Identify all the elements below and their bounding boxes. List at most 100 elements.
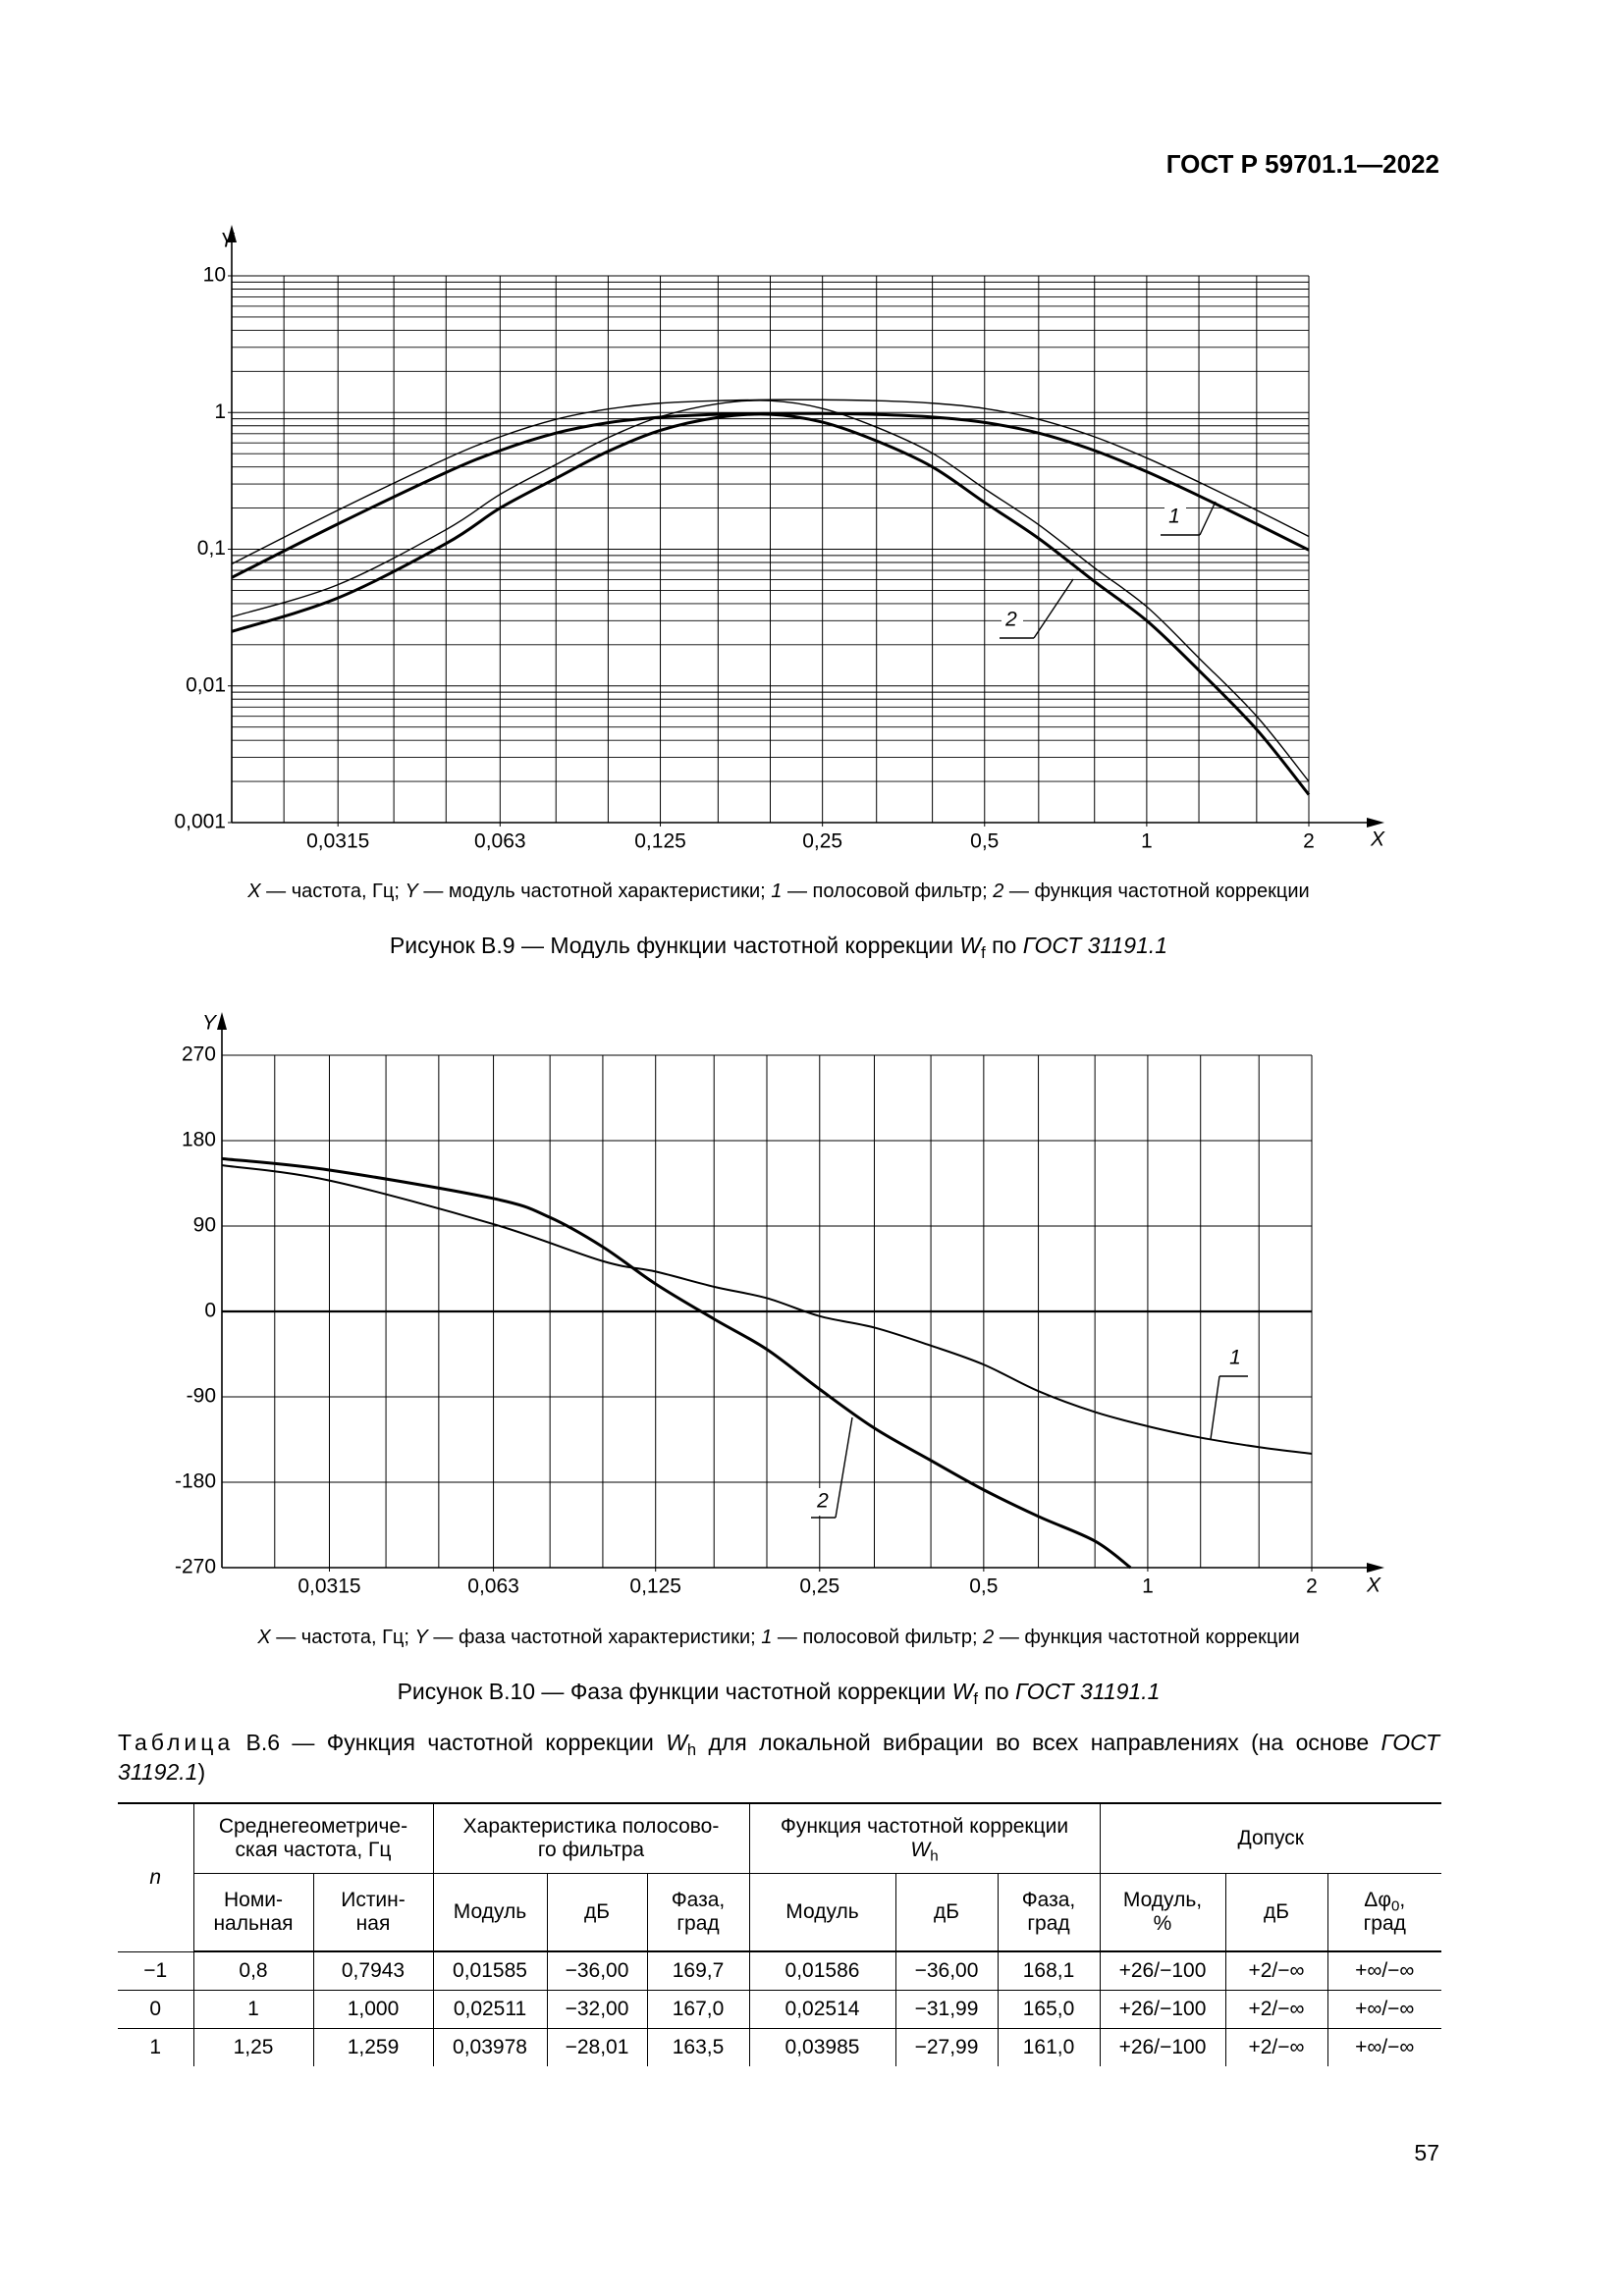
y-axis-arrow — [227, 225, 237, 242]
y-tick-label: 180 — [182, 1129, 216, 1151]
table-cell: 163,5 — [646, 2028, 750, 2066]
caption-part: W — [959, 933, 982, 958]
table-cell: 0,7943 — [312, 1950, 434, 1991]
header-cell: Фаза, град — [646, 1873, 750, 1952]
note-part: X — [247, 881, 261, 902]
header-text: h — [930, 1847, 939, 1865]
header-cell: Характеристика полосово- го фильтра — [432, 1802, 750, 1874]
table-cell: 0,8 — [192, 1950, 314, 1991]
header-text: Функция частотной коррекции — [780, 1815, 1069, 1838]
note-part: — модуль частотной характеристики; — [417, 881, 772, 902]
caption-part: по — [978, 1679, 1016, 1704]
note-part: 2 — [993, 881, 1004, 902]
series-line — [231, 400, 1310, 782]
caption-part: по — [985, 933, 1023, 958]
title-part: W — [666, 1730, 687, 1755]
table-cell: 0,01586 — [748, 1950, 896, 1991]
header-cell: n — [118, 1802, 194, 1952]
header-cell: Модуль, % — [1099, 1873, 1226, 1952]
header-text: W — [910, 1839, 931, 1861]
annotation-leader — [1199, 501, 1217, 536]
x-tick-label: 1 — [1142, 1575, 1154, 1598]
x-tick-label: 0,25 — [799, 1575, 839, 1598]
table-cell: 1 — [118, 2028, 194, 2066]
y-tick-label: -180 — [175, 1470, 216, 1493]
y-axis-label: Y — [202, 1012, 218, 1035]
table-cell: −28,01 — [546, 2028, 648, 2066]
title-part: ) — [197, 1759, 206, 1785]
header-cell: Допуск — [1099, 1802, 1441, 1874]
table-cell: +∞/−∞ — [1326, 2028, 1441, 2066]
caption-part: W — [951, 1679, 974, 1704]
page-number: 57 — [1414, 2140, 1439, 2165]
table-cell: 1,259 — [312, 2028, 434, 2066]
header-cell: дБ — [894, 1873, 999, 1952]
y-axis-label: Y — [220, 230, 236, 252]
note-part: — частота, Гц; — [260, 881, 406, 902]
x-axis-arrow — [1367, 818, 1384, 828]
x-axis-arrow — [1367, 1563, 1384, 1573]
note-part: 1 — [771, 881, 783, 902]
annotation-bg — [1225, 1345, 1247, 1372]
caption-part: ГОСТ 31191.1 — [1022, 933, 1168, 958]
header-cell: Функция частотной коррекции Wh — [748, 1802, 1101, 1874]
note-part: 2 — [983, 1627, 995, 1648]
table-cell: 0,02511 — [432, 1990, 548, 2029]
table-cell: −31,99 — [894, 1990, 999, 2029]
x-tick-label: 0,5 — [970, 830, 999, 853]
table-cell: −32,00 — [546, 1990, 648, 2029]
x-tick-label: 2 — [1303, 830, 1315, 853]
header-title: ГОСТ Р 59701.1—2022 — [1165, 149, 1439, 179]
x-tick-label: 0,0315 — [306, 830, 369, 853]
chart-note: X — частота, Гц; Y — модуль частотной ха… — [118, 881, 1439, 903]
title-part: h — [686, 1739, 697, 1759]
table-cell: 168,1 — [997, 1950, 1101, 1991]
caption-part: f — [981, 942, 986, 962]
annotation-leader — [1210, 1375, 1220, 1440]
header-text: 0 — [1390, 1897, 1400, 1915]
table-cell: 1,000 — [312, 1990, 434, 2029]
x-tick-label: 0,063 — [467, 1575, 519, 1598]
y-tick-label: 0,1 — [197, 537, 226, 560]
header-cell: Δφ0, град — [1326, 1873, 1441, 1952]
table-cell: 0,03978 — [432, 2028, 548, 2066]
header-cell: Фаза, град — [997, 1873, 1101, 1952]
header-cell: дБ — [1224, 1873, 1328, 1952]
note-part: 1 — [761, 1627, 773, 1648]
table-cell: 1,25 — [192, 2028, 314, 2066]
note-part: — полосовой фильтр; — [782, 881, 994, 902]
header-cell: Модуль — [748, 1873, 896, 1952]
table-cell: 167,0 — [646, 1990, 750, 2029]
table-cell: 0,01585 — [432, 1950, 548, 1991]
note-part: — частота, Гц; — [270, 1627, 415, 1648]
caption-part: Рисунок В.10 — Фаза функции частотной ко… — [397, 1679, 952, 1704]
y-tick-label: 0,01 — [186, 673, 226, 696]
table-cell: 169,7 — [646, 1950, 750, 1991]
caption-part: f — [973, 1688, 978, 1708]
annotation: 1 — [1229, 1347, 1241, 1369]
table-cell: 165,0 — [997, 1990, 1101, 2029]
header-text: n — [149, 1865, 162, 1889]
table-cell: +∞/−∞ — [1326, 1990, 1441, 2029]
chart: 270 180 90 0 -90 -180 -270 0,0315 0,063 0,125 0,25… — [175, 1012, 1384, 1598]
header-cell: Среднегеометриче- ская частота, Гц — [192, 1802, 434, 1874]
y-tick-label: 270 — [182, 1043, 216, 1066]
table-cell: +∞/−∞ — [1326, 1950, 1441, 1991]
y-tick-label: -270 — [175, 1556, 216, 1578]
x-tick-label: 2 — [1306, 1575, 1318, 1598]
table-cell: −1 — [118, 1950, 194, 1991]
x-tick-label: 0,5 — [969, 1575, 998, 1598]
table-cell: +26/−100 — [1099, 2028, 1226, 2066]
title-part: для локальной вибрации во всех направлен… — [696, 1730, 1381, 1755]
title-part: В.6 — Функция частотной коррекции — [234, 1730, 667, 1755]
header-cell: Истин- ная — [312, 1873, 434, 1952]
x-axis-label: X — [1370, 828, 1385, 851]
table-body: −1 0,8 0,7943 0,01585 −36,00 169,7 0,01586 −36,… — [118, 1950, 1441, 2066]
series-line — [231, 399, 1310, 565]
table-cell: +2/−∞ — [1224, 2028, 1328, 2066]
table-cell: +26/−100 — [1099, 1990, 1226, 2029]
y-tick-label: 1 — [214, 400, 226, 423]
title-part: Таблица — [118, 1730, 235, 1755]
table-cell: 161,0 — [997, 2028, 1101, 2066]
